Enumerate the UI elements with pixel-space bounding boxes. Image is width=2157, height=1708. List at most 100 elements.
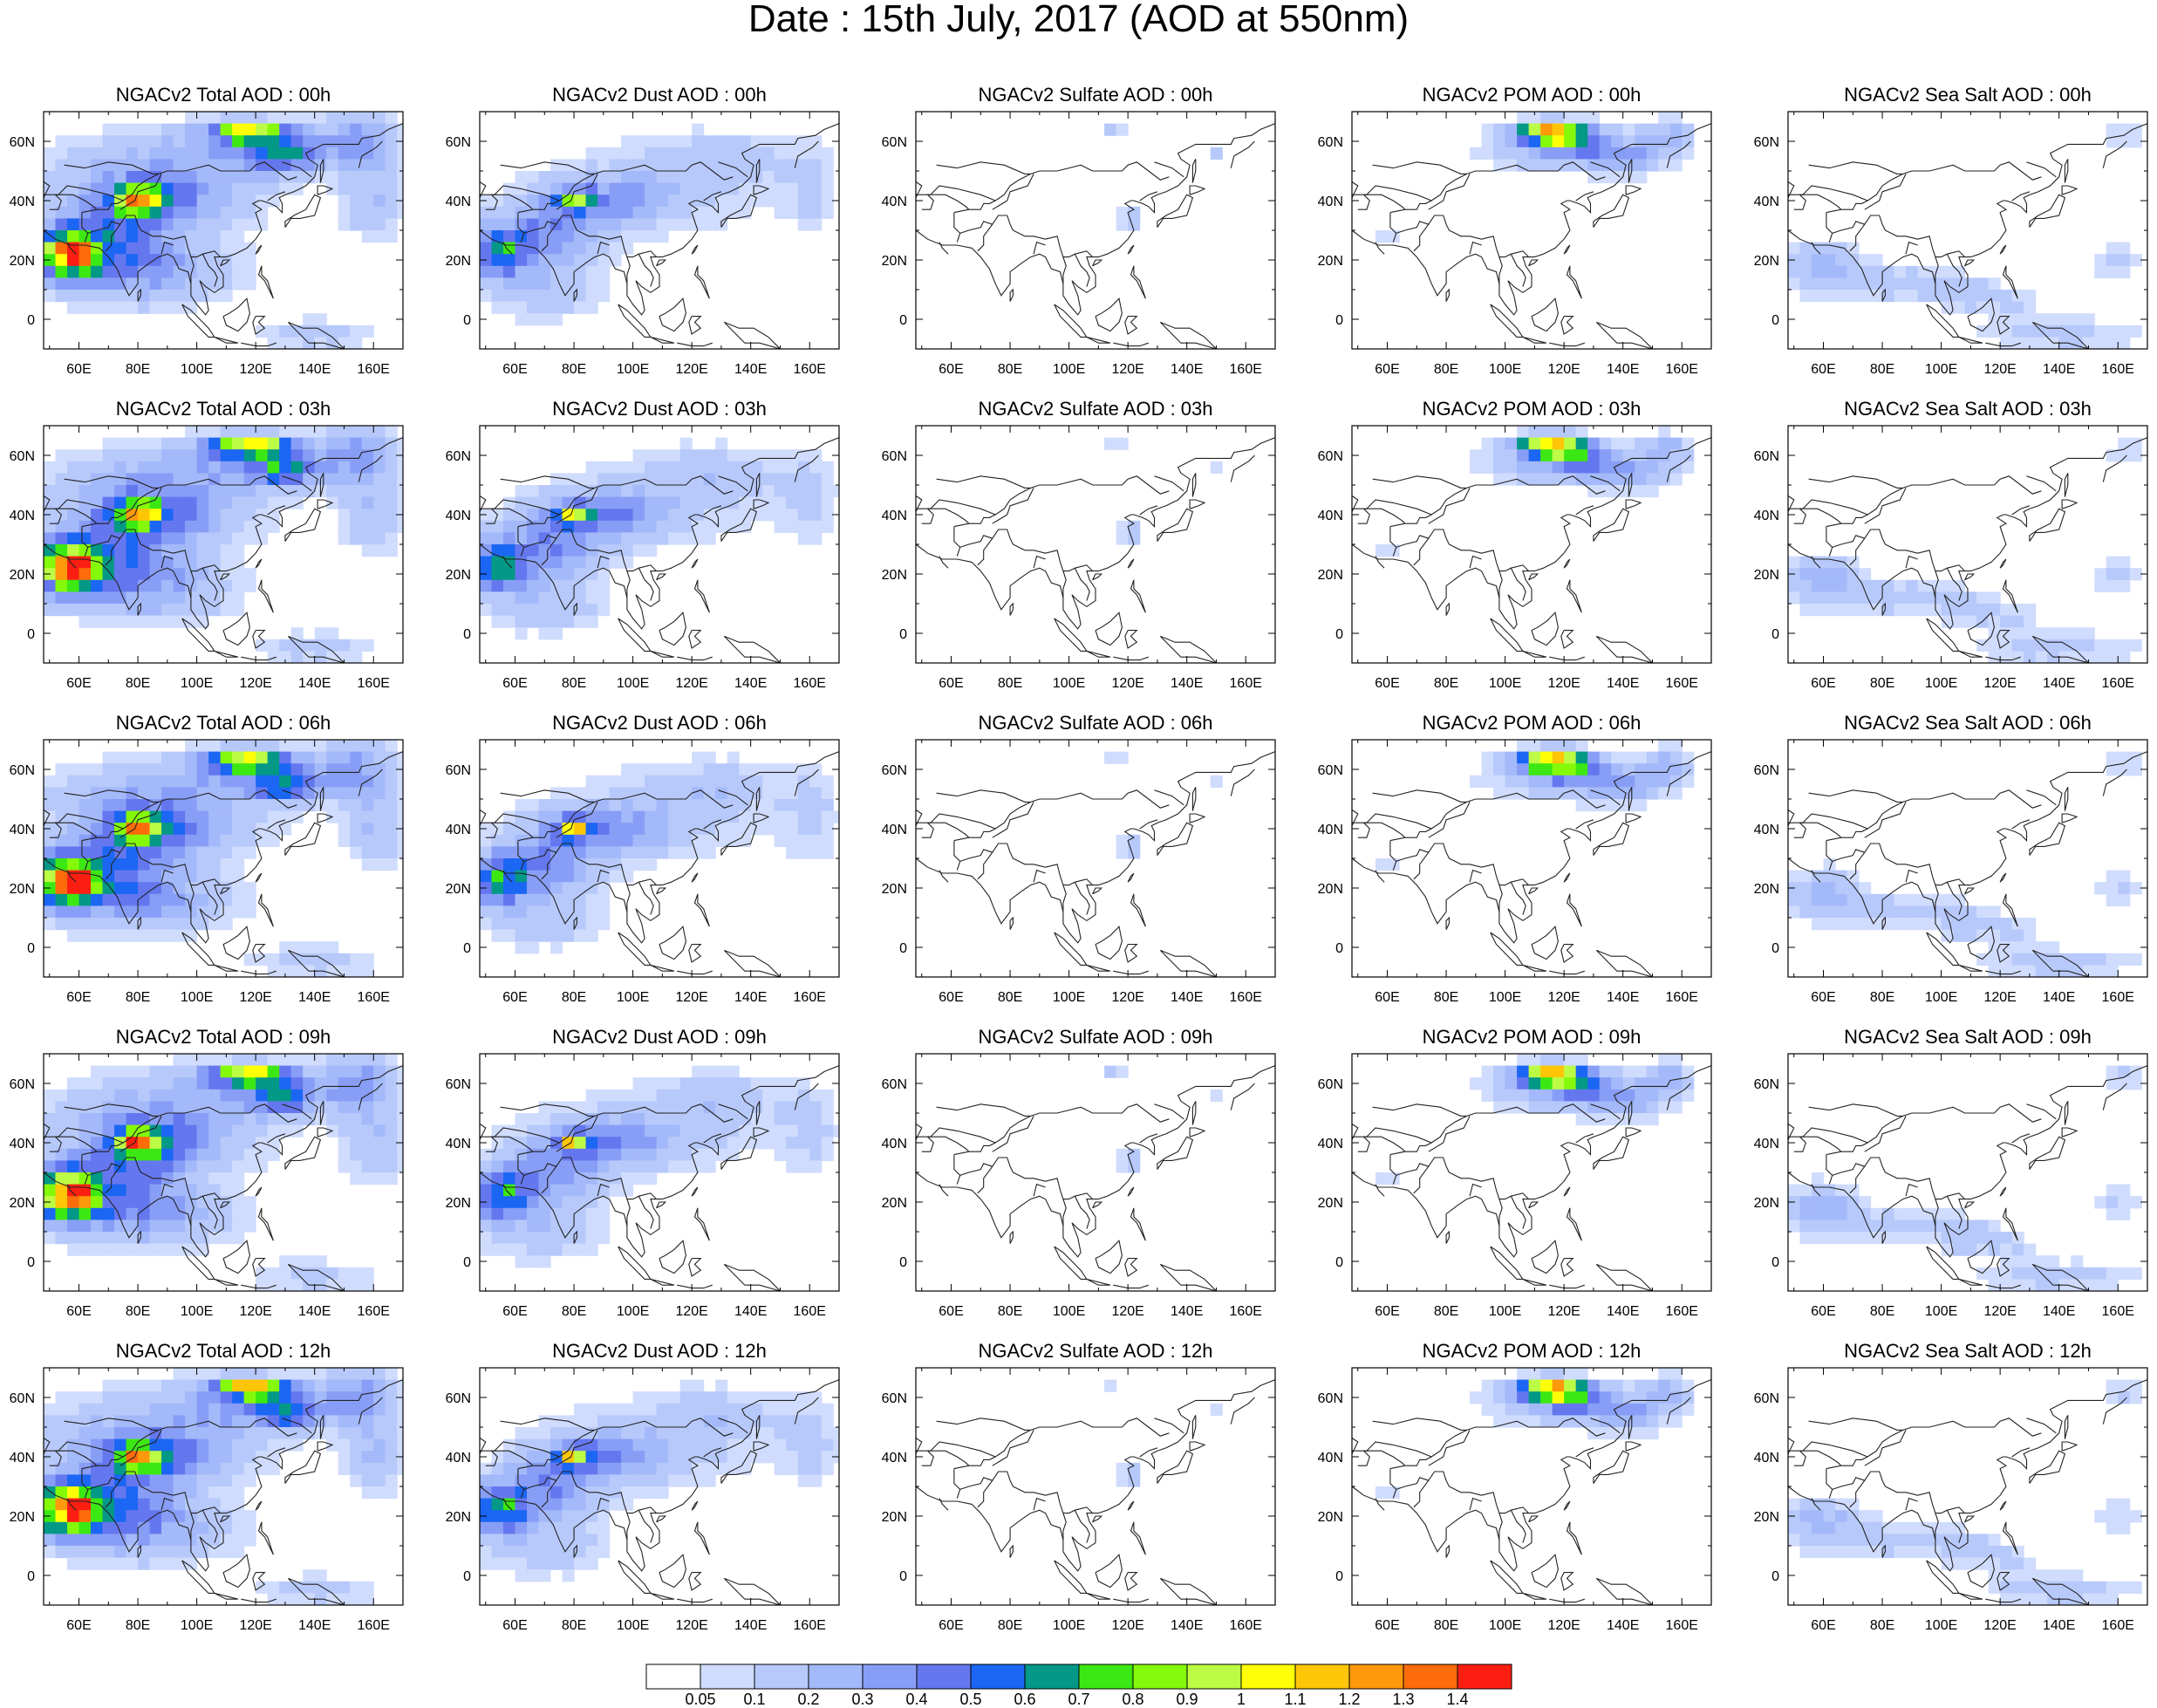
lat-tick-label: 20N	[1754, 1196, 1779, 1211]
panel-title: NGACv2 Sea Salt AOD : 00h	[1844, 84, 2092, 106]
colorbar-label: 0.1	[743, 1691, 765, 1708]
lat-tick-label: 40N	[10, 1137, 35, 1151]
lon-tick-label: 100E	[1053, 1304, 1085, 1319]
aod-field	[1788, 438, 2142, 664]
lon-tick-label: 60E	[1375, 1618, 1399, 1633]
lat-tick-label: 20N	[882, 254, 907, 269]
lon-tick-label: 100E	[1489, 676, 1521, 691]
panel-title: NGACv2 Total AOD : 06h	[116, 712, 331, 734]
lat-tick-label: 40N	[1318, 1451, 1343, 1465]
lat-tick-label: 0	[463, 313, 471, 328]
lon-tick-label: 60E	[502, 1618, 527, 1633]
lon-tick-label: 120E	[1547, 1618, 1580, 1633]
panel-title: NGACv2 POM AOD : 09h	[1423, 1026, 1642, 1048]
lon-tick-label: 160E	[1230, 1618, 1262, 1633]
colorbar-swatch	[971, 1664, 1025, 1689]
lon-tick-label: 160E	[358, 1618, 390, 1633]
lon-tick-label: 80E	[1870, 676, 1894, 691]
lon-tick-label: 120E	[1111, 676, 1143, 691]
lat-tick-label: 20N	[446, 1510, 471, 1525]
lon-tick-label: 80E	[1434, 990, 1458, 1005]
lon-tick-label: 120E	[675, 1618, 707, 1633]
lat-tick-label: 0	[27, 1569, 35, 1584]
colorbar-swatch	[1403, 1664, 1457, 1689]
colorbar-swatch	[917, 1664, 971, 1689]
lon-tick-label: 80E	[562, 362, 586, 377]
lat-tick-label: 60N	[10, 763, 35, 778]
lon-tick-label: 140E	[734, 676, 767, 691]
lat-tick-label: 0	[27, 627, 35, 642]
colorbar-swatch	[754, 1664, 809, 1689]
lon-tick-label: 160E	[1230, 676, 1262, 691]
lat-tick-label: 60N	[882, 1391, 907, 1406]
lat-tick-label: 20N	[446, 254, 471, 269]
lat-tick-label: 0	[899, 627, 907, 642]
lon-tick-label: 100E	[181, 1618, 213, 1633]
lat-tick-label: 20N	[1318, 1196, 1343, 1211]
lat-tick-label: 40N	[446, 1137, 471, 1151]
lat-tick-label: 40N	[1754, 195, 1779, 209]
lon-tick-label: 80E	[562, 676, 586, 691]
colorbar-swatch	[1295, 1664, 1349, 1689]
lat-tick-label: 0	[1335, 313, 1343, 328]
lon-tick-label: 120E	[1547, 1304, 1580, 1319]
lon-tick-label: 140E	[2043, 362, 2075, 377]
lat-tick-label: 40N	[1318, 195, 1343, 209]
lon-tick-label: 100E	[617, 676, 649, 691]
aod-field	[44, 1054, 409, 1292]
lon-tick-label: 160E	[794, 676, 826, 691]
lon-tick-label: 120E	[1547, 676, 1580, 691]
colorbar-label: 0.2	[797, 1691, 819, 1708]
lat-tick-label: 20N	[882, 882, 907, 897]
lon-tick-label: 160E	[794, 1304, 826, 1319]
lon-tick-label: 140E	[298, 1618, 331, 1633]
lon-tick-label: 120E	[675, 990, 707, 1005]
panel-title: NGACv2 Dust AOD : 12h	[552, 1340, 767, 1362]
lat-tick-label: 0	[1771, 313, 1779, 328]
lon-tick-label: 100E	[1925, 362, 1957, 377]
aod-field	[480, 752, 845, 954]
lon-tick-label: 80E	[1870, 990, 1894, 1005]
lon-tick-label: 60E	[939, 1618, 963, 1633]
lon-tick-label: 100E	[181, 362, 213, 377]
panel-title: NGACv2 Dust AOD : 03h	[552, 398, 767, 420]
lon-tick-label: 120E	[1983, 362, 2016, 377]
lat-tick-label: 60N	[1754, 1077, 1779, 1092]
colorbar-swatch	[1025, 1664, 1079, 1689]
lon-tick-label: 140E	[734, 1618, 767, 1633]
lon-tick-label: 60E	[66, 1304, 91, 1319]
colorbar-label: 0.9	[1176, 1691, 1198, 1708]
lon-tick-label: 140E	[1607, 362, 1639, 377]
colorbar-swatch	[646, 1664, 700, 1689]
lat-tick-label: 40N	[10, 823, 35, 837]
lat-tick-label: 0	[463, 627, 471, 642]
lat-tick-label: 60N	[10, 1391, 35, 1406]
lon-tick-label: 160E	[1230, 362, 1262, 377]
lat-tick-label: 40N	[446, 195, 471, 209]
lat-tick-label: 60N	[1754, 1391, 1779, 1406]
lon-tick-label: 160E	[2102, 362, 2134, 377]
lat-tick-label: 40N	[10, 509, 35, 523]
lon-tick-label: 160E	[794, 362, 826, 377]
colorbar-label: 0.6	[1014, 1691, 1035, 1708]
lon-tick-label: 120E	[675, 362, 707, 377]
lat-tick-label: 60N	[1318, 763, 1343, 778]
lon-tick-label: 100E	[1925, 1304, 1957, 1319]
panel-title: NGACv2 Total AOD : 03h	[116, 398, 331, 420]
lat-tick-label: 20N	[1318, 254, 1343, 269]
lon-tick-label: 160E	[358, 362, 390, 377]
lon-tick-label: 100E	[181, 676, 213, 691]
lon-tick-label: 160E	[358, 1304, 390, 1319]
lat-tick-label: 40N	[882, 195, 907, 209]
lon-tick-label: 100E	[617, 362, 649, 377]
lon-tick-label: 60E	[502, 362, 527, 377]
lon-tick-label: 120E	[1983, 676, 2016, 691]
lon-tick-label: 120E	[239, 362, 271, 377]
lat-tick-label: 20N	[10, 1510, 35, 1525]
lon-tick-label: 80E	[998, 1304, 1022, 1319]
